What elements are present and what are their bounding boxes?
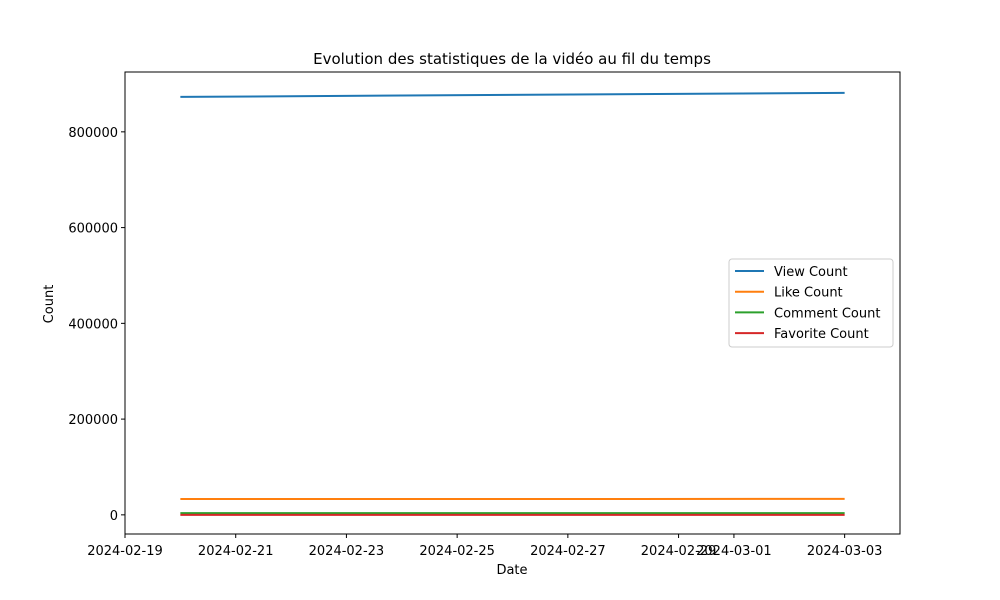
legend-label: Comment Count xyxy=(774,306,880,321)
legend-label: Favorite Count xyxy=(774,327,869,342)
legend-label: Like Count xyxy=(774,286,843,301)
x-tick-label: 2024-02-23 xyxy=(309,544,385,559)
series-layer xyxy=(180,91,845,516)
legend: View Count Like Count Comment Count Favorit… xyxy=(728,258,894,348)
x-tick-label: 2024-02-19 xyxy=(87,544,163,559)
x-tick-label: 2024-03-01 xyxy=(696,544,772,559)
y-tick-label: 800000 xyxy=(68,126,118,141)
y-tick-label: 400000 xyxy=(68,317,118,332)
y-tick-label: 600000 xyxy=(68,222,118,237)
x-axis-label: Date xyxy=(496,563,527,578)
y-axis: 0 200000 400000 600000 800000 xyxy=(68,126,125,524)
chart-title: Evolution des statistiques de la vidéo a… xyxy=(313,50,711,68)
x-tick-label: 2024-03-03 xyxy=(807,544,883,559)
y-tick-label: 200000 xyxy=(68,413,118,428)
x-tick-label: 2024-02-29 xyxy=(641,544,717,559)
legend-items: View Count Like Count Comment Count Favorit… xyxy=(735,265,880,342)
legend-label: View Count xyxy=(774,265,848,280)
x-tick-label: 2024-02-21 xyxy=(198,544,274,559)
x-tick-label: 2024-02-25 xyxy=(419,544,495,559)
x-tick-label: 2024-02-27 xyxy=(530,544,606,559)
x-axis: 2024-02-19 2024-02-21 2024-02-23 2024-02-25… xyxy=(87,534,882,559)
legend-frame xyxy=(728,258,894,348)
y-axis-label: Count xyxy=(42,285,57,324)
y-tick-label: 0 xyxy=(110,509,118,524)
series-line-view-count xyxy=(180,91,845,98)
plot-area xyxy=(124,71,901,535)
